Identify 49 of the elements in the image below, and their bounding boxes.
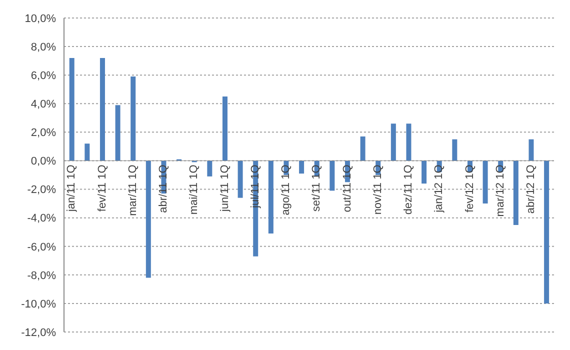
x-tick-label: mai/11 1Q [188, 164, 200, 215]
x-tick-label: jan/11 1Q [66, 164, 78, 213]
bar [452, 139, 458, 161]
bar [513, 160, 518, 225]
bar [146, 160, 151, 278]
bar [390, 124, 396, 161]
bar [528, 139, 534, 161]
y-tick-label: 0,0% [30, 156, 56, 168]
bar [268, 160, 274, 234]
bar [422, 160, 427, 184]
x-tick-label: mar/12 1Q [494, 164, 506, 217]
y-tick-label: -2,0% [27, 184, 56, 196]
y-tick-label: 6,0% [30, 70, 56, 82]
y-tick-label: -6,0% [27, 241, 56, 254]
bar [100, 58, 105, 161]
x-tick-label: fev/12 1Q [464, 164, 476, 212]
bar [222, 96, 228, 161]
x-tick-label: jun/11 1Q [218, 164, 231, 213]
y-tick-label: 2,0% [30, 127, 56, 140]
y-tick-label: -4,0% [27, 212, 56, 225]
bar [115, 105, 120, 161]
bar [299, 160, 304, 174]
x-tick-label: out/11 1Q [341, 164, 354, 212]
x-tick-label: abr/12 1Q [525, 164, 538, 214]
x-tick-label: set/11 1Q [310, 164, 323, 212]
y-tick-label: 8,0% [30, 41, 56, 54]
bar [238, 160, 243, 198]
y-tick-label: 4,0% [30, 98, 56, 111]
x-tick-label: jul/11 1Q [249, 164, 262, 209]
y-tick-label: -12,0% [21, 326, 56, 339]
bar [69, 58, 74, 161]
x-tick-label: ago/11 1Q [280, 164, 292, 216]
y-tick-label: -8,0% [27, 270, 56, 282]
bar [207, 160, 212, 176]
bar [84, 144, 90, 161]
bar [544, 160, 550, 304]
x-tick-label: abr/11 1Q [158, 164, 170, 213]
bar [482, 160, 488, 204]
y-tick-label: -10,0% [21, 298, 56, 310]
x-tick-label: jan/12 1Q [433, 164, 446, 214]
bar [330, 160, 335, 191]
x-tick-label: nov/11 1Q [372, 164, 384, 215]
x-tick-label: mar/11 1Q [126, 164, 139, 216]
bar [130, 76, 136, 161]
x-tick-label: fev/11 1Q [96, 164, 108, 212]
bar [360, 136, 366, 161]
bar [406, 124, 412, 161]
x-tick-label: dez/11 1Q [402, 164, 415, 215]
y-tick-label: 10,0% [24, 12, 56, 25]
